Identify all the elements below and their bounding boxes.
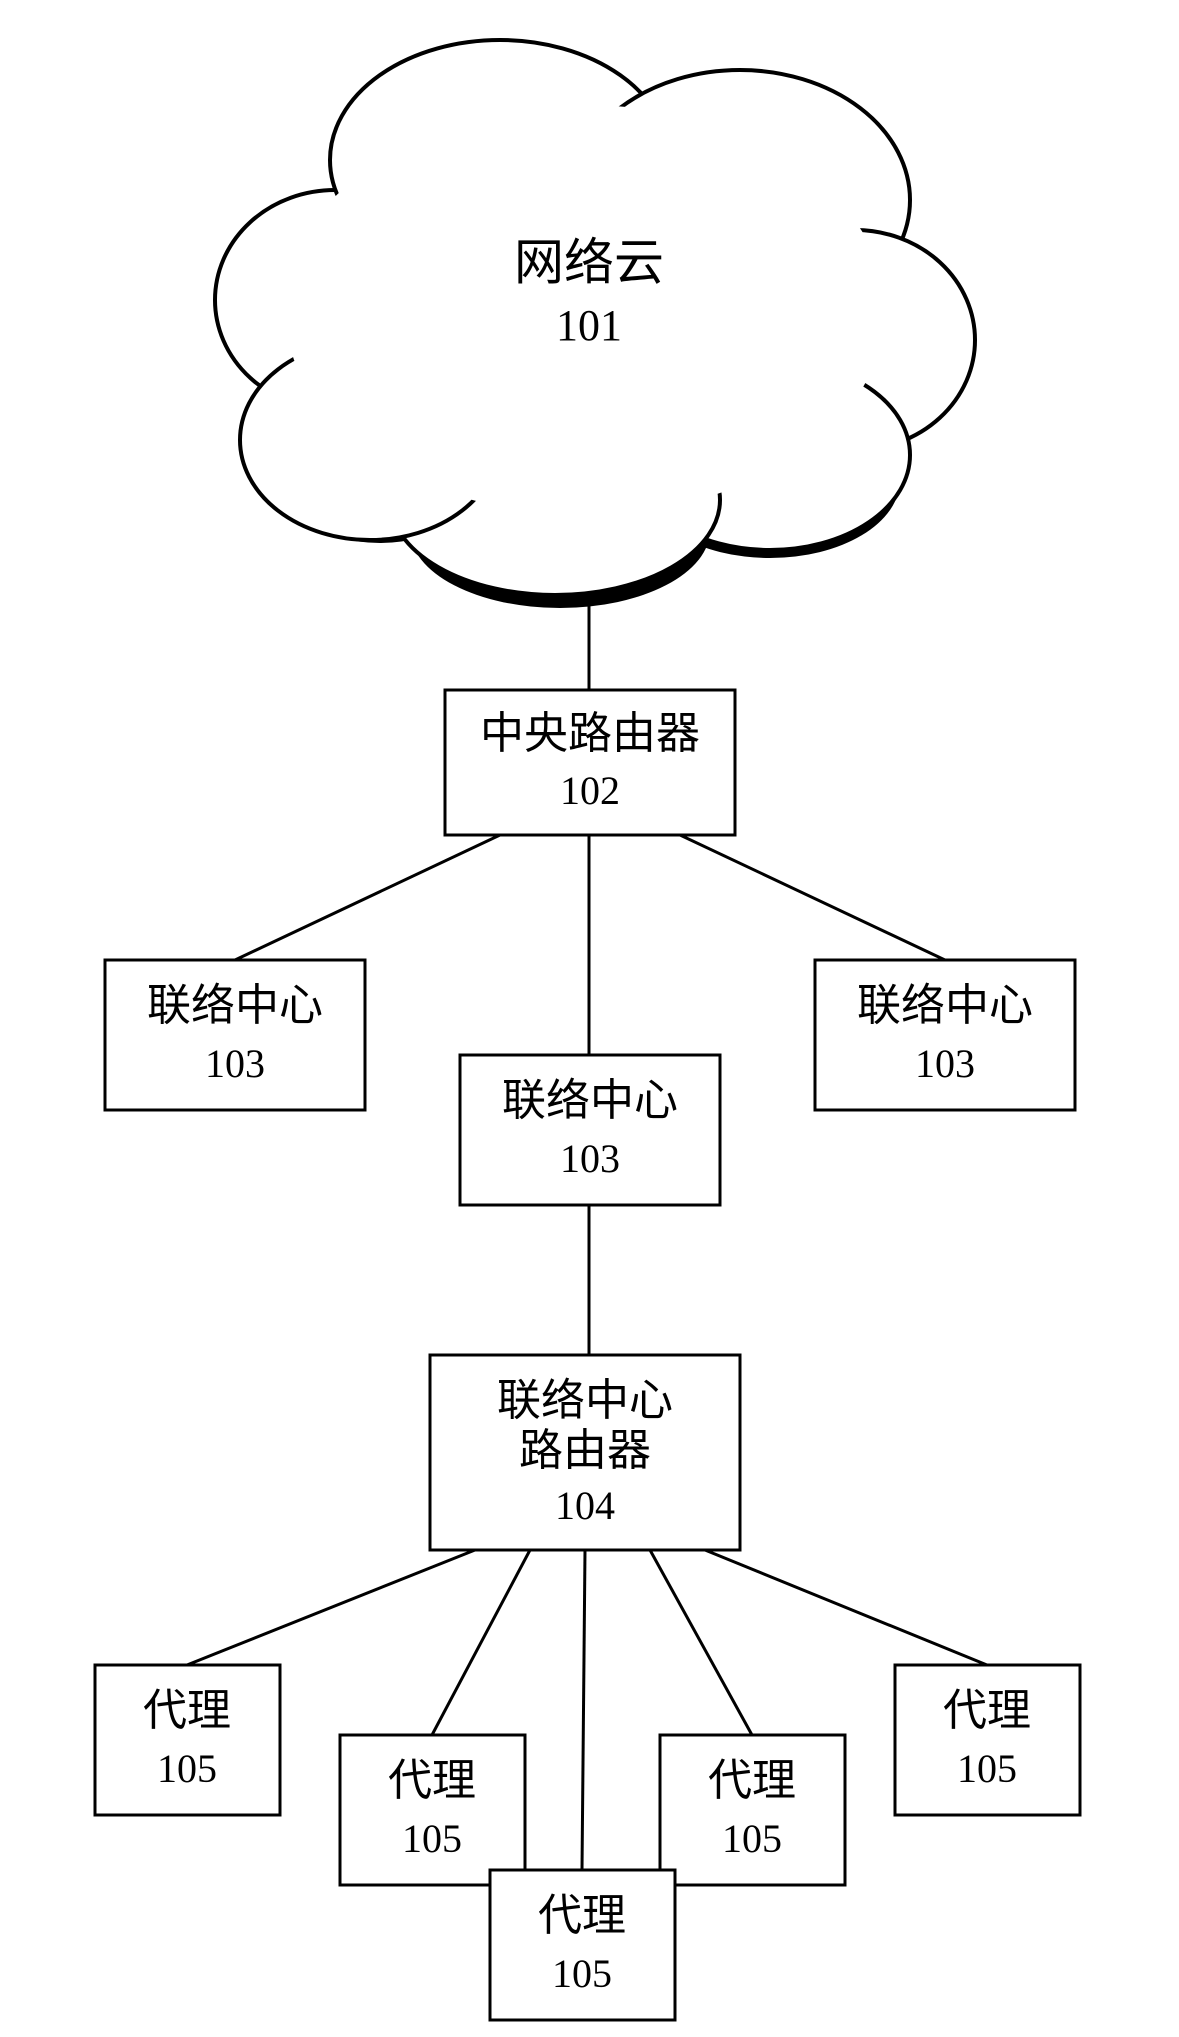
central-router-label: 中央路由器 <box>480 709 700 758</box>
cc-right-label: 联络中心 <box>857 981 1033 1030</box>
agent-4-node: 代理 105 <box>895 1665 1080 1815</box>
agent-2-number: 105 <box>402 1816 462 1861</box>
contact-center-mid-node: 联络中心 103 <box>460 1055 720 1205</box>
contact-center-router-node: 联络中心 路由器 104 <box>430 1355 740 1550</box>
edge-ccrouter-agent5 <box>582 1550 585 1870</box>
contact-center-left-node: 联络中心 103 <box>105 960 365 1110</box>
agent-2-label: 代理 <box>388 1756 476 1805</box>
cc-left-label: 联络中心 <box>147 981 323 1030</box>
agent-5-node: 代理 105 <box>490 1870 675 2020</box>
central-router-number: 102 <box>560 768 620 813</box>
contact-center-right-node: 联络中心 103 <box>815 960 1075 1110</box>
edge-router-cc-left <box>235 835 500 960</box>
cc-mid-label: 联络中心 <box>502 1076 678 1125</box>
cloud-node: 网络云 101 <box>215 40 975 608</box>
agent-4-label: 代理 <box>943 1686 1031 1735</box>
agent-5-number: 105 <box>552 1951 612 1996</box>
agent-1-node: 代理 105 <box>95 1665 280 1815</box>
cloud-label: 网络云 <box>514 234 664 290</box>
agent-1-number: 105 <box>157 1746 217 1791</box>
edge-router-cc-right <box>680 835 945 960</box>
cc-mid-number: 103 <box>560 1136 620 1181</box>
agent-2-node: 代理 105 <box>340 1735 525 1885</box>
cc-router-number: 104 <box>555 1483 615 1528</box>
cloud-number: 101 <box>556 301 622 350</box>
diagram-canvas: 网络云 101 中央路由器 102 联络中心 103 联络中心 103 联络中心… <box>0 0 1179 2037</box>
agent-5-label: 代理 <box>538 1891 626 1940</box>
agent-3-number: 105 <box>722 1816 782 1861</box>
cc-left-number: 103 <box>205 1041 265 1086</box>
central-router-node: 中央路由器 102 <box>445 690 735 835</box>
edge-ccrouter-agent1 <box>187 1550 475 1665</box>
agent-3-label: 代理 <box>708 1756 796 1805</box>
edge-ccrouter-agent4 <box>705 1550 987 1665</box>
cc-router-label2: 路由器 <box>519 1426 651 1475</box>
cc-right-number: 103 <box>915 1041 975 1086</box>
edge-ccrouter-agent2 <box>432 1550 530 1735</box>
cc-router-label1: 联络中心 <box>497 1376 673 1425</box>
agent-1-label: 代理 <box>143 1686 231 1735</box>
agent-3-node: 代理 105 <box>660 1735 845 1885</box>
agent-4-number: 105 <box>957 1746 1017 1791</box>
edge-ccrouter-agent3 <box>650 1550 752 1735</box>
